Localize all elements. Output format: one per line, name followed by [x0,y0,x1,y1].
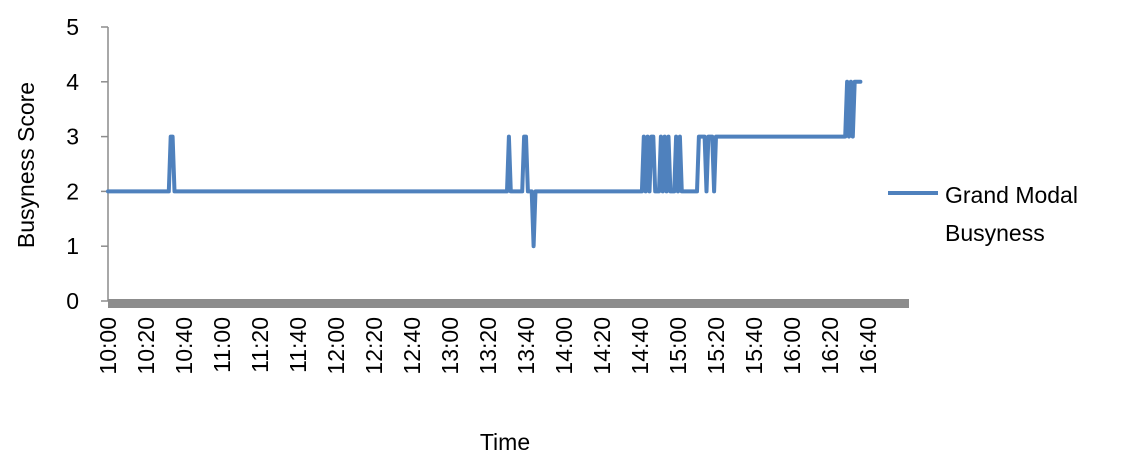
y-tick-label: 1 [66,233,79,259]
y-tick-label: 3 [66,124,79,150]
x-tick-label: 13:00 [437,317,463,375]
x-axis-bar [108,299,909,308]
x-tick-label: 12:40 [399,317,425,375]
x-tick-label: 10:40 [171,317,197,375]
y-axis-ticks: 0 1 2 3 4 5 [66,14,108,314]
x-tick-label: 16:40 [855,317,881,375]
x-tick-label: 14:40 [627,317,653,375]
x-tick-label: 15:40 [741,317,767,375]
x-axis-ticks: 10:00 10:20 10:40 11:00 11:20 11:40 12:00 12:20… [95,317,881,375]
y-tick-label: 5 [66,14,79,40]
x-tick-label: 12:20 [361,317,387,375]
series-line [106,79,863,249]
series-layer [106,79,863,249]
x-tick-label: 14:20 [589,317,615,375]
x-axis-title: Time [480,429,530,455]
x-tick-label: 15:00 [665,317,691,375]
y-axis-title: Busyness Score [13,82,39,248]
x-tick-label: 15:20 [703,317,729,375]
x-tick-label: 13:20 [475,317,501,375]
x-tick-label: 16:00 [779,317,805,375]
y-tick-label: 4 [66,69,79,95]
legend: Grand Modal Busyness [888,182,1078,246]
x-tick-label: 10:20 [133,317,159,375]
x-tick-label: 12:00 [323,317,349,375]
x-tick-label: 14:00 [551,317,577,375]
x-tick-label: 10:00 [95,317,121,375]
x-tick-label: 11:20 [247,317,273,373]
y-tick-label: 2 [66,178,79,204]
x-tick-label: 13:40 [513,317,539,375]
legend-label: Grand Modal Busyness [945,182,1078,246]
y-tick-label: 0 [66,288,79,314]
x-tick-label: 11:40 [285,317,311,373]
x-tick-label: 16:20 [817,317,843,375]
x-tick-label: 11:00 [209,317,235,373]
